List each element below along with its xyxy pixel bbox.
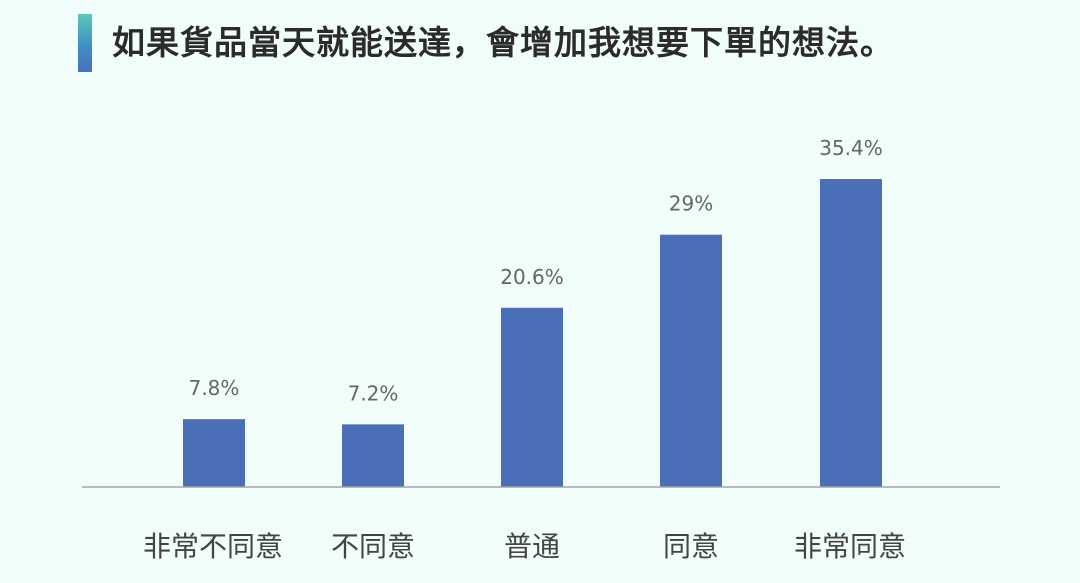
bar-1: [183, 419, 245, 487]
value-label-5: 35.4%: [819, 136, 883, 160]
bar-4: [660, 234, 722, 487]
category-label-5: 非常同意: [794, 530, 906, 563]
value-label-1: 7.8%: [189, 376, 240, 400]
value-label-3: 20.6%: [500, 265, 564, 289]
chart-title: 如果貨品當天就能送達，會增加我想要下單的想法。: [112, 23, 894, 62]
category-label-2: 不同意: [331, 530, 415, 563]
value-label-4: 29%: [669, 192, 713, 216]
bar-5: [820, 179, 882, 487]
category-label-3: 普通: [504, 530, 560, 563]
title-accent-bar: [78, 14, 92, 72]
category-label-4: 同意: [663, 530, 719, 563]
value-label-2: 7.2%: [348, 381, 399, 405]
bar-2: [342, 424, 404, 487]
bar-3: [501, 307, 563, 487]
category-label-1: 非常不同意: [143, 530, 283, 563]
